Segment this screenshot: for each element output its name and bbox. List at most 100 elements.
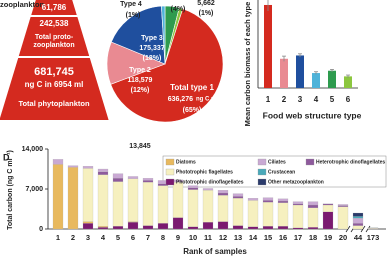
- bar-segment: [322, 204, 334, 212]
- legend-label: Other metazooplankton: [268, 179, 324, 185]
- x-tick-label: 20: [339, 233, 347, 242]
- pie-label: (1%): [126, 12, 141, 19]
- bar-segment: [292, 227, 304, 230]
- bar-segment: [112, 181, 124, 227]
- y-tick-label: 14,000: [22, 146, 44, 153]
- legend-swatch: [257, 168, 267, 176]
- x-tick-label: 7: [146, 233, 150, 242]
- pie-label: (18%): [143, 55, 162, 62]
- pie-slice: [161, 5, 166, 65]
- legend-label: Diatoms: [176, 159, 196, 165]
- bar-segment: [142, 182, 154, 226]
- pie-slice: [110, 8, 224, 123]
- x-tick-label: 16: [279, 233, 287, 242]
- panel-label: D: [3, 152, 10, 162]
- bar-segment: [352, 223, 364, 226]
- bar-segment: [97, 174, 109, 227]
- legend-label: Phototrophic dinoflagellates: [176, 179, 244, 185]
- legend-swatch: [165, 158, 175, 166]
- bar-segment: [247, 200, 259, 227]
- x-tick-label: 1: [266, 95, 271, 104]
- legend-label: Crustacean: [268, 169, 295, 175]
- pyramid-unit: ng C in 6954 ml: [25, 80, 84, 89]
- legend-label: Ciliates: [268, 159, 286, 165]
- legend-swatch: [305, 158, 315, 166]
- x-tick-label: 2: [282, 95, 287, 104]
- x-axis-label: Food web structure type: [263, 110, 362, 120]
- bar-segment: [307, 207, 319, 228]
- bar-segment: [262, 197, 274, 201]
- bar-segment: [97, 171, 109, 175]
- pie-label: (65%): [183, 107, 202, 114]
- bar-segment: [262, 202, 274, 227]
- bar-segment: [142, 180, 154, 183]
- bar-segment: [142, 225, 154, 230]
- bar-segment: [262, 200, 274, 203]
- bar-segment: [112, 178, 124, 182]
- bar-segment: [82, 168, 94, 222]
- bar-segment: [292, 203, 304, 206]
- x-tick-label: 44: [354, 233, 363, 242]
- y-tick-label: 7,000: [25, 186, 43, 193]
- bar-segment: [337, 206, 349, 230]
- y-axis-label: Mean carbon biomass of each type (ng C m…: [243, 0, 252, 126]
- x-tick-label: 18: [309, 233, 317, 242]
- bar-segment: [157, 185, 169, 224]
- legend-label: Phototrophic flagellates: [176, 169, 233, 175]
- bar-segment: [232, 225, 244, 230]
- x-tick-label: 173: [367, 233, 380, 242]
- x-tick-label: 11: [204, 233, 212, 242]
- x-tick-label: 19: [324, 233, 332, 242]
- bar-segment: [202, 222, 214, 230]
- pie-label: 175,337: [139, 45, 164, 52]
- legend-swatch: [165, 168, 175, 176]
- x-tick-label: 3: [298, 95, 303, 104]
- bar-segment: [322, 211, 334, 230]
- bar-segment: [217, 192, 229, 196]
- bar-segment: [172, 182, 184, 218]
- bar-segment: [352, 216, 364, 219]
- bar-segment: [157, 223, 169, 230]
- bar: [296, 55, 304, 88]
- bar-segment: [292, 201, 304, 204]
- bar-segment: [217, 221, 229, 230]
- bar: [264, 4, 272, 88]
- bar-segment: [322, 203, 334, 206]
- pyramid-amount: 61,786: [42, 3, 67, 12]
- bar-segment: [337, 205, 349, 207]
- pie-slice: [110, 5, 166, 65]
- bar-segment: [232, 196, 244, 199]
- x-tick-label: 10: [189, 233, 197, 242]
- pyramid-level: [0, 58, 109, 120]
- pyramid-name: Total proto-zooplankton: [33, 34, 75, 49]
- pyramid-level: [18, 17, 90, 56]
- y-tick-label: 0: [39, 226, 43, 233]
- pie-label: 118,579: [128, 77, 153, 84]
- legend-label: Heterotrophic dinoflagellates: [316, 159, 385, 165]
- bar-segment: [232, 193, 244, 197]
- bar-segment: [127, 222, 139, 230]
- bar-segment: [127, 178, 139, 222]
- bar-segment: [172, 217, 184, 230]
- pyramid-heading: zooplankton: [0, 0, 45, 9]
- bar-segment: [187, 185, 199, 188]
- bar-segment: [277, 200, 289, 203]
- legend-box: [162, 155, 387, 188]
- bar-segment: [352, 225, 364, 230]
- bar-segment: [292, 204, 304, 228]
- bar-segment: [337, 204, 349, 206]
- x-tick-label: 9: [176, 233, 180, 242]
- x-tick-label: 12: [219, 233, 227, 242]
- bar-segment: [187, 189, 199, 227]
- bar-segment: [52, 164, 64, 230]
- bar-segment: [247, 226, 259, 230]
- legend-swatch: [165, 178, 175, 186]
- y-axis-label: Total carbon (ng C ml⁻¹): [7, 150, 14, 230]
- pie-label: 13,845: [129, 143, 151, 150]
- pie-label: Type 3: [141, 35, 163, 42]
- bar-segment: [52, 159, 64, 165]
- bar-segment: [97, 227, 109, 230]
- legend-swatch: [257, 158, 267, 166]
